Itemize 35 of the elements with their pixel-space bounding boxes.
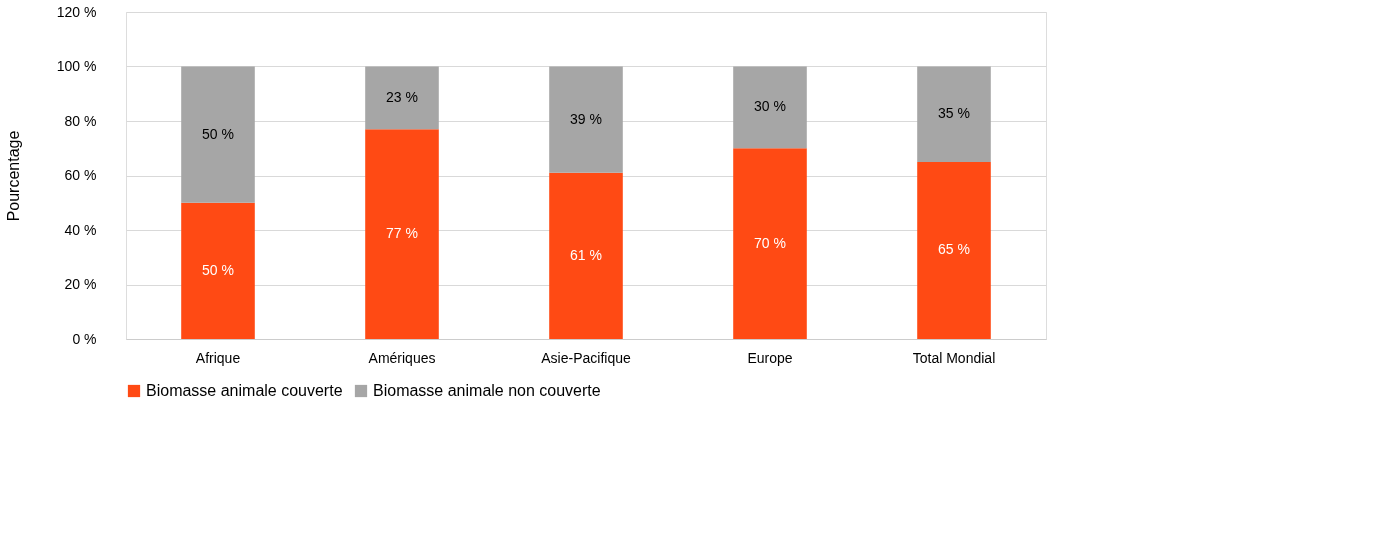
x-tick-label: Amériques bbox=[368, 349, 436, 366]
bar bbox=[365, 129, 439, 339]
x-tick-label: Afrique bbox=[195, 349, 241, 366]
y-tick-label: 60 % bbox=[64, 167, 97, 183]
data-label: 65 % bbox=[938, 241, 970, 258]
bar bbox=[917, 161, 991, 339]
y-tick-label: 120 % bbox=[56, 3, 97, 20]
y-tick-label: 100 % bbox=[56, 58, 97, 74]
x-tick-label: Europe bbox=[747, 349, 793, 366]
legend-label: Biomasse animale couverte bbox=[146, 382, 343, 399]
data-label: 39 % bbox=[570, 110, 602, 127]
y-tick-label: 20 % bbox=[64, 276, 97, 292]
bar bbox=[549, 172, 623, 339]
y-tick-label: 80 % bbox=[64, 112, 97, 129]
bar bbox=[549, 66, 623, 173]
bar bbox=[917, 66, 991, 162]
bar bbox=[733, 148, 807, 339]
data-label: 50 % bbox=[202, 125, 234, 142]
bar bbox=[365, 66, 439, 130]
data-label: 35 % bbox=[938, 105, 970, 122]
data-label: 70 % bbox=[754, 234, 786, 251]
data-label: 30 % bbox=[754, 98, 786, 115]
x-tick-label: Total Mondial bbox=[912, 349, 996, 366]
y-axis-title: Pourcentage bbox=[4, 130, 22, 222]
bar bbox=[181, 202, 255, 339]
data-label: 23 % bbox=[386, 88, 418, 105]
bar bbox=[733, 66, 807, 149]
data-label: 77 % bbox=[386, 225, 418, 242]
y-tick-label: 40 % bbox=[64, 221, 97, 238]
bar bbox=[181, 66, 255, 203]
y-tick-label: 0 % bbox=[72, 330, 97, 347]
data-label: 61 % bbox=[570, 246, 602, 263]
data-label: 50 % bbox=[202, 261, 234, 278]
x-tick-label: Asie-Pacifique bbox=[541, 349, 631, 366]
legend-label: Biomasse animale non couverte bbox=[373, 382, 601, 399]
